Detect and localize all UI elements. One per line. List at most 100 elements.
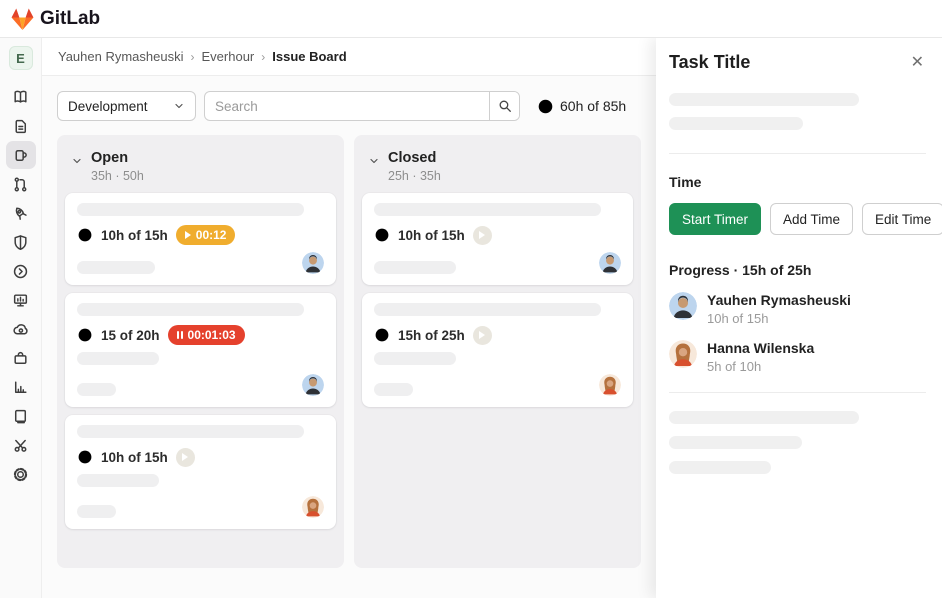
package-icon [14,351,27,364]
task-card[interactable]: 15h of 25h [362,293,633,407]
issue-board: Open 35h · 50h 10h of 15h 00:12 [42,121,656,568]
column-header: Closed 25h · 35h [362,143,633,193]
board-column-closed: Closed 25h · 35h 10h of 15h [354,135,641,568]
task-meta-placeholder [77,474,159,487]
task-time: 10h of 15h [101,449,168,465]
workspace-avatar[interactable]: E [8,46,33,70]
main-area: Yauhen Rymasheuski › Everhour › Issue Bo… [42,38,656,598]
search-button[interactable] [489,92,519,120]
sidebar-item-snippets[interactable] [6,431,36,459]
shield-icon [14,234,27,250]
start-timer-button[interactable] [472,225,492,245]
add-time-button[interactable]: Add Time [770,203,854,235]
start-timer-button[interactable]: Start Timer [669,203,762,235]
sidebar-item-project[interactable] [6,83,36,111]
panel-content-placeholder [669,461,771,474]
search-icon [499,100,511,112]
task-meta-placeholder [77,261,155,274]
filter-dropdown[interactable]: Development [57,91,196,121]
sidebar-item-document[interactable] [6,112,36,140]
timer-badge-paused[interactable]: 00:01:03 [167,325,245,345]
column-title: Open [91,150,129,166]
sidebar-item-merge-request[interactable] [6,170,36,198]
issue-board-icon [15,149,27,161]
assignee-avatar[interactable] [302,496,324,518]
everhour-icon [374,227,390,243]
board-toolbar: Development 60h of 85h [42,76,656,121]
sidebar-item-cicd[interactable] [6,199,36,227]
sidebar-item-packages[interactable] [6,344,36,372]
sidebar-item-monitor[interactable] [6,286,36,314]
task-title-placeholder [374,203,602,216]
everhour-icon [374,327,390,343]
user-time: 5h of 10h [707,359,762,374]
task-card[interactable]: 10h of 15h [65,415,336,529]
assignee-avatar[interactable] [302,252,324,274]
task-detail-panel: Task Title ✕ Time Start Timer Add Time E… [656,38,942,598]
breadcrumb-group[interactable]: Yauhen Rymasheuski [58,49,184,64]
task-card[interactable]: 15 of 20h 00:01:03 [65,293,336,407]
task-title-placeholder [77,425,305,438]
breadcrumb-project[interactable]: Everhour [201,49,255,64]
document-icon [15,119,27,133]
panel-content-placeholder [669,436,802,449]
user-avatar[interactable] [669,292,697,320]
gitlab-logo[interactable]: GitLab [10,7,100,31]
everhour-icon [77,227,93,243]
task-card[interactable]: 10h of 15h 00:12 [65,193,336,285]
task-card[interactable]: 10h of 15h [362,193,633,285]
timer-badge-running[interactable]: 00:12 [175,225,236,245]
user-avatar[interactable] [669,340,697,368]
user-name: Hanna Wilenska [707,340,815,356]
task-meta-placeholder [374,261,456,274]
gear-icon [13,467,28,481]
everhour-icon [77,449,93,465]
analytics-icon [14,380,27,393]
breadcrumb-separator: › [190,49,195,64]
sidebar-item-analytics[interactable] [6,373,36,401]
progress-user-row: Hanna Wilenska 5h of 10h [669,340,926,374]
time-section-label: Time [669,174,702,190]
logo-text: GitLab [40,7,101,29]
assignee-avatar[interactable] [302,374,324,396]
panel-title: Task Title [669,52,751,72]
sidebar-item-wiki[interactable] [6,402,36,430]
column-time-summary: 35h · 50h [91,169,144,183]
sidebar-item-incidents[interactable] [6,257,36,285]
board-column-open: Open 35h · 50h 10h of 15h 00:12 [57,135,344,568]
timer-value: 00:12 [195,228,227,242]
task-meta-placeholder [374,352,456,365]
edit-time-button[interactable]: Edit Time [862,203,942,235]
breadcrumb: Yauhen Rymasheuski › Everhour › Issue Bo… [42,38,656,76]
scissors-icon [14,439,27,452]
collapse-chevron-icon[interactable] [368,155,380,183]
start-timer-button[interactable] [175,447,195,467]
assignee-avatar[interactable] [599,374,621,396]
task-description-placeholder [669,117,803,130]
progress-heading: Progress · 15h of 25h [669,262,812,278]
column-time-summary: 25h · 35h [388,169,441,183]
user-name: Yauhen Rymasheuski [707,292,851,308]
total-time-value: 60h of 85h [560,98,627,114]
task-meta-placeholder [374,383,413,396]
gitlab-tanuki-icon [11,7,34,30]
total-time[interactable]: 60h of 85h [537,98,626,115]
sidebar-item-deploy[interactable] [6,315,36,343]
close-icon[interactable]: ✕ [910,53,924,71]
task-meta-placeholder [77,383,116,396]
sidebar-item-settings[interactable] [6,460,36,488]
pause-icon [176,331,183,339]
sidebar-item-issue-board[interactable] [5,141,36,169]
sidebar-item-security[interactable] [6,228,36,256]
assignee-avatar[interactable] [599,252,621,274]
wiki-icon [14,409,27,423]
start-timer-button[interactable] [472,325,492,345]
collapse-chevron-icon[interactable] [71,155,83,183]
top-bar: GitLab [0,0,942,38]
panel-content-placeholder [669,411,859,424]
column-title: Closed [388,150,437,166]
task-time: 15h of 25h [398,327,465,343]
task-time: 15 of 20h [101,327,160,343]
task-time: 10h of 15h [101,227,168,243]
search-input[interactable] [205,92,489,120]
